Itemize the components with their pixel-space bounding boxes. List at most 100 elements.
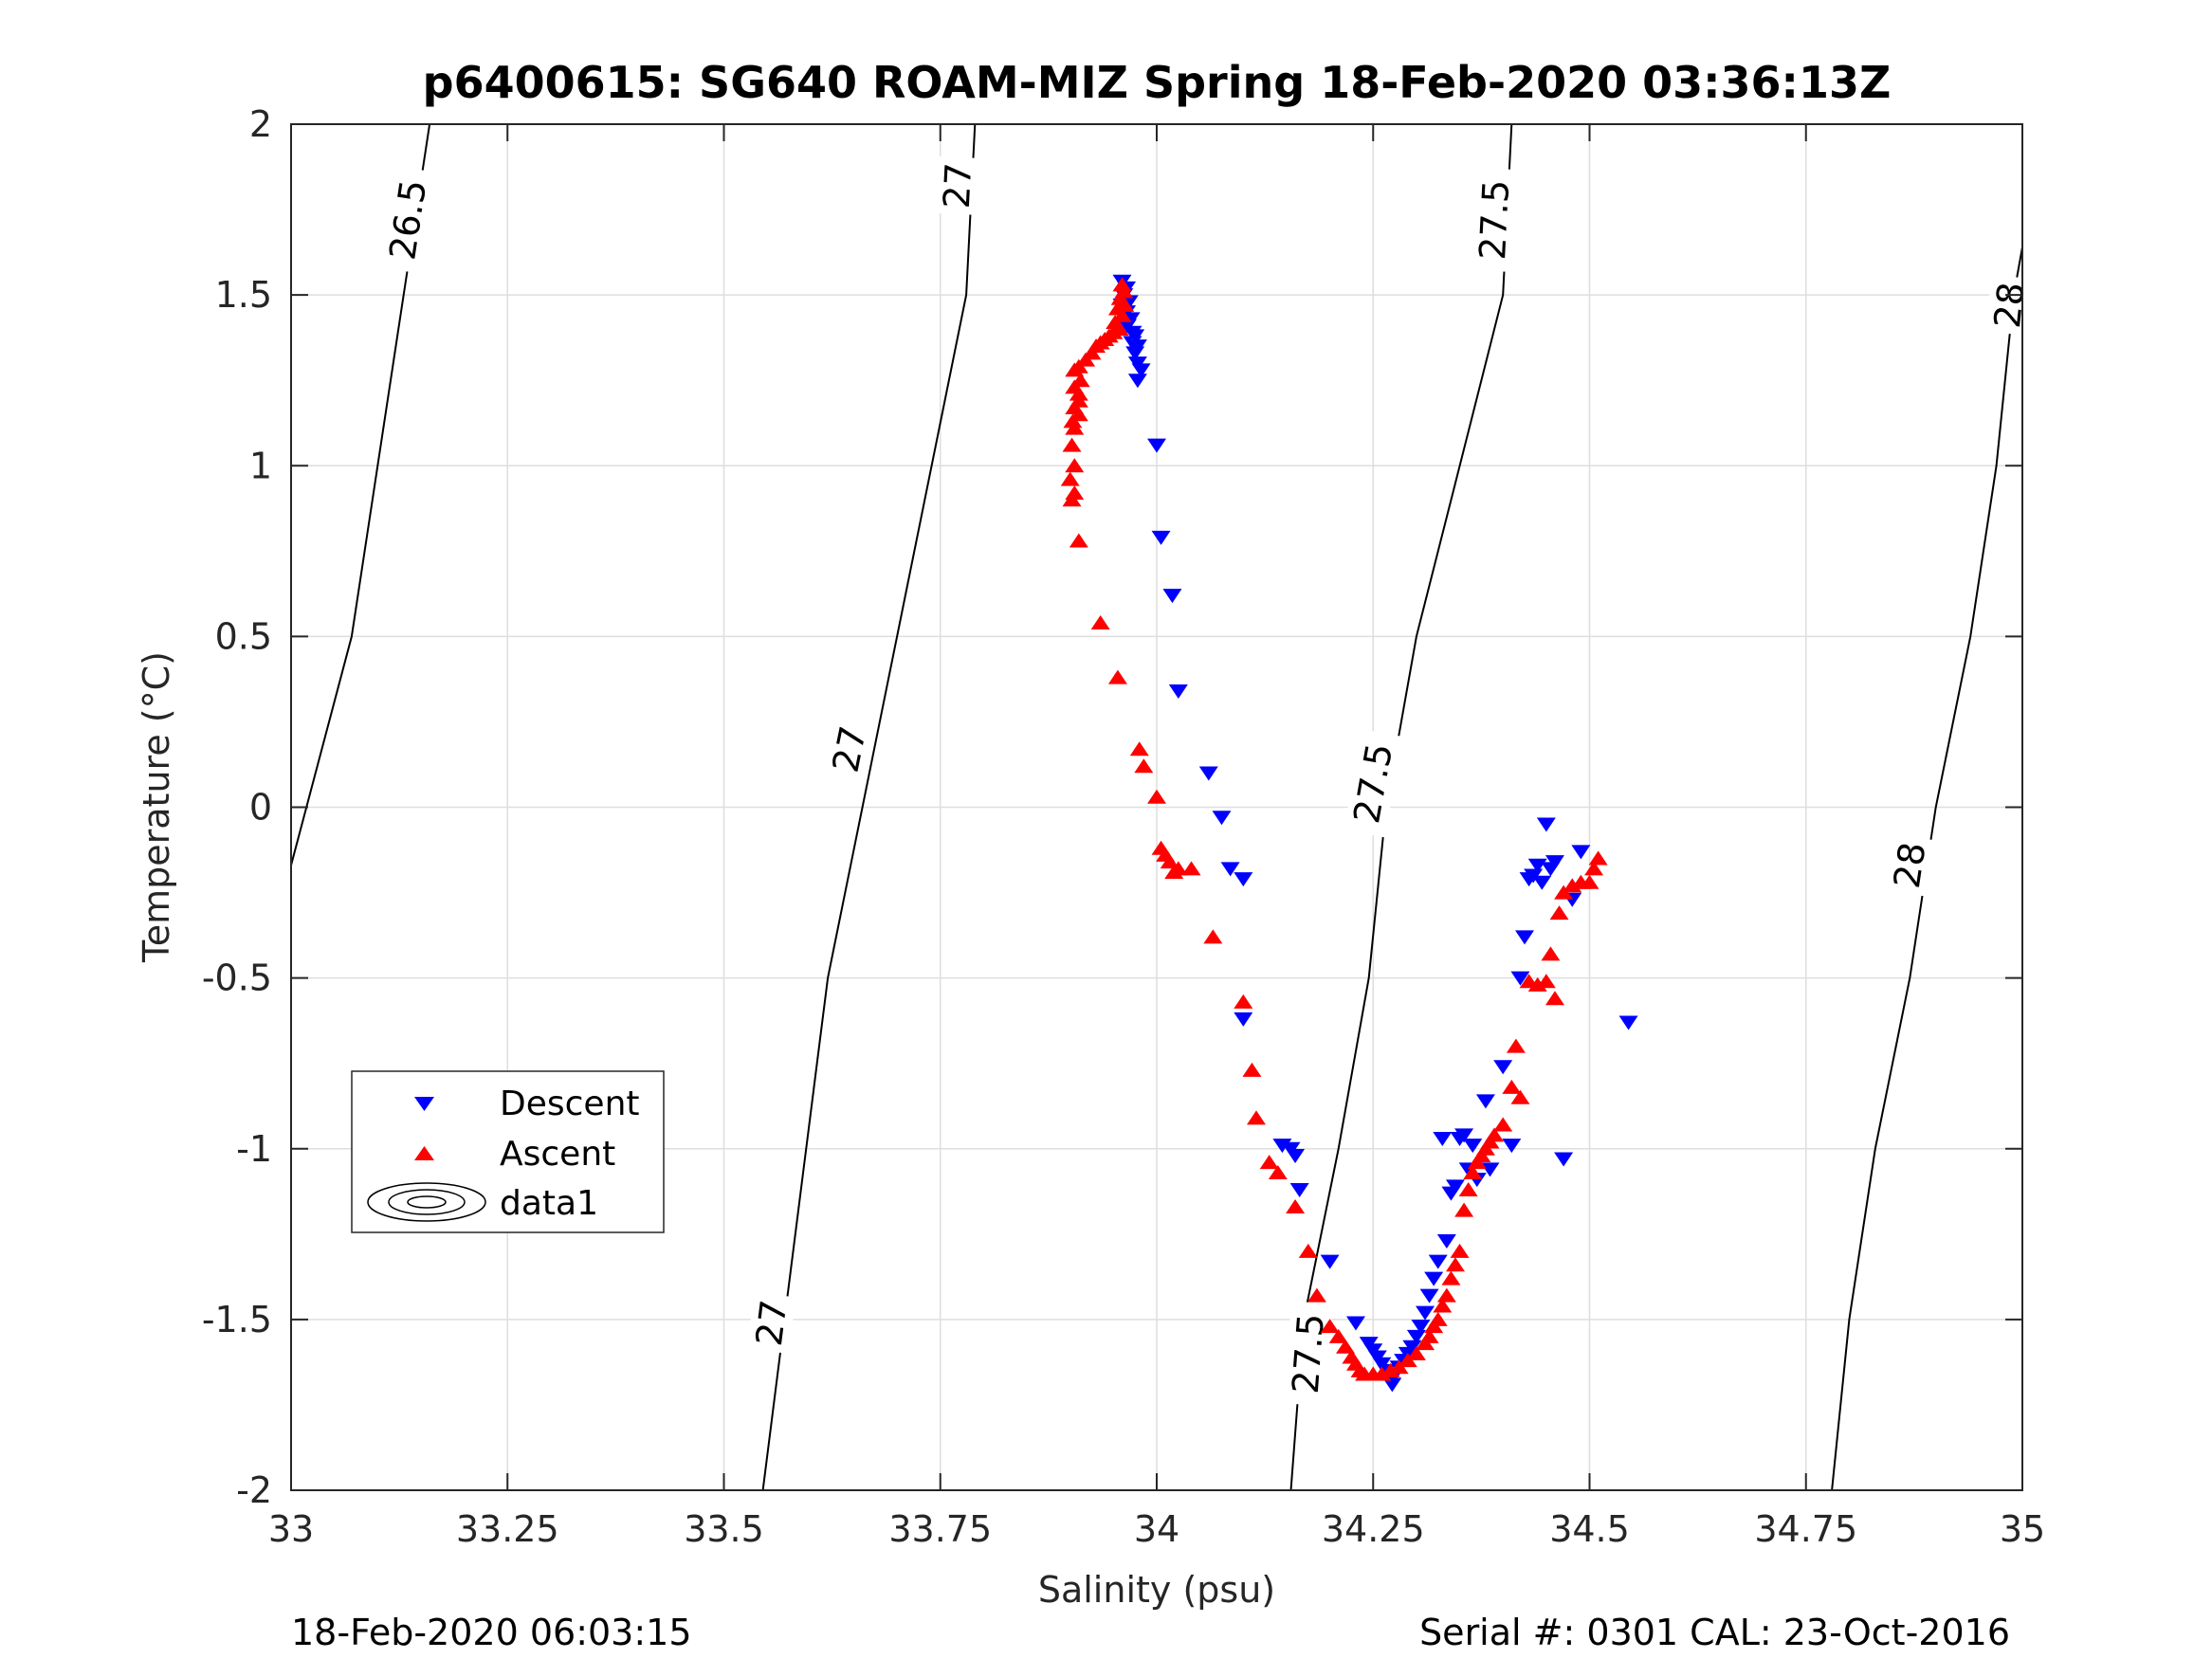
chart-title: p6400615: SG640 ROAM-MIZ Spring 18-Feb-2… <box>423 57 1892 108</box>
x-tick-label: 35 <box>2000 1508 2045 1550</box>
ascent-point <box>1584 861 1604 876</box>
ascent-point <box>1580 874 1600 889</box>
contour-label-27: 27 <box>748 1298 795 1348</box>
descent-point <box>1162 589 1182 604</box>
contour-label-bg <box>1885 833 1935 897</box>
contour-label-27.5: 27.5 <box>1472 179 1517 262</box>
contour-label-bg <box>1344 729 1403 838</box>
y-axis-label: Temperature (°C) <box>136 651 177 963</box>
ascent-point <box>1320 1319 1340 1334</box>
descent-point <box>1424 1271 1444 1286</box>
contour-label-28: 28 <box>1986 281 2033 331</box>
ascent-point <box>1107 669 1127 684</box>
descent-point <box>1436 1234 1456 1249</box>
ascent-point <box>1246 1110 1266 1125</box>
descent-point <box>1345 1316 1365 1331</box>
ascent-point <box>1065 420 1085 435</box>
ticks: 33 33.25 33.5 33.75 34 34.25 34.5 34.75 35 -2 -1.5… <box>202 103 2045 1550</box>
contour-label-bg <box>1985 274 2034 336</box>
ascent-point <box>1062 492 1082 507</box>
contour-label-group: 27 <box>747 1291 796 1355</box>
ascent-point <box>1129 741 1149 757</box>
y-tick-label: 1 <box>249 445 272 486</box>
descent-point <box>1220 862 1240 877</box>
y-tick-label: -1 <box>236 1128 272 1170</box>
ascent-point <box>1433 1298 1453 1313</box>
ascent-point <box>1541 946 1561 961</box>
ascent-point <box>1536 974 1556 989</box>
legend: Descent Ascent data1 <box>351 1070 665 1233</box>
descent-point <box>1510 971 1530 986</box>
descent-point <box>1532 875 1552 890</box>
ascent-point <box>1588 850 1608 866</box>
descent-point <box>1419 1288 1439 1304</box>
y-tick-label: -2 <box>236 1469 272 1511</box>
contour-label-27: 27 <box>936 162 979 210</box>
ascent-point <box>1063 413 1083 428</box>
descent-point <box>1416 1305 1435 1321</box>
ascent-point <box>1545 991 1564 1006</box>
ascent-point <box>1065 458 1085 473</box>
descent-point <box>1320 1254 1340 1269</box>
x-tick-label: 33.25 <box>456 1508 559 1550</box>
legend-contour-symbol <box>367 1182 486 1222</box>
descent-point <box>1127 374 1147 389</box>
legend-ascent-marker <box>414 1146 434 1160</box>
contour-label-bg <box>1283 1301 1333 1407</box>
ascent-point <box>1298 1243 1318 1258</box>
descent-point <box>1212 811 1232 826</box>
ascent-point <box>1485 1127 1505 1142</box>
ascent-point <box>1168 861 1188 876</box>
legend-box <box>351 1070 665 1233</box>
descent-point <box>1515 930 1535 945</box>
ascent-point <box>1259 1155 1279 1170</box>
legend-data1-label: data1 <box>500 1184 598 1223</box>
ascent-point <box>1065 362 1085 377</box>
descent-point <box>1198 766 1218 781</box>
ascent-point <box>1510 1089 1530 1104</box>
ascent-point <box>1134 758 1154 774</box>
ascent-point <box>1286 1198 1306 1213</box>
descent-point <box>1406 1329 1426 1344</box>
ascent-point <box>1441 1270 1461 1285</box>
ascent-point <box>1268 1164 1288 1179</box>
contour-label-28: 28 <box>1886 840 1934 891</box>
ascent-point <box>1454 1202 1474 1217</box>
descent-point <box>1618 1015 1638 1030</box>
y-tick-label: 2 <box>249 103 272 145</box>
footer-timestamp: 18-Feb-2020 06:03:15 <box>291 1612 692 1653</box>
descent-point <box>1168 684 1188 700</box>
ascent-point <box>1147 789 1166 804</box>
ascent-point <box>1203 929 1223 944</box>
contour-label-group: 28 <box>1885 833 1935 897</box>
descent-point <box>1463 1139 1483 1154</box>
contour-label-bg <box>1471 167 1518 272</box>
ascent-point <box>1445 1257 1465 1272</box>
x-tick-label: 34.75 <box>1754 1508 1857 1550</box>
ascent-point <box>1506 1038 1526 1053</box>
descent-point <box>1571 845 1591 860</box>
contour-label-bg <box>823 717 876 782</box>
ascent-point <box>1406 1345 1426 1360</box>
ascent-point <box>1428 1311 1448 1326</box>
ascent-point <box>1069 533 1088 548</box>
ascent-point <box>1234 994 1253 1009</box>
descent-point <box>1382 1377 1402 1393</box>
y-tick-label: 1.5 <box>215 274 272 316</box>
contour-label-27: 27 <box>825 722 875 775</box>
descent-point <box>1125 346 1145 361</box>
ascent-point <box>1328 1328 1348 1343</box>
x-tick-label: 34.25 <box>1322 1508 1425 1550</box>
ascent-point <box>1090 614 1110 629</box>
contour-label-group: 27 <box>823 717 876 782</box>
data-points <box>1060 274 1638 1393</box>
ascent-point <box>1112 277 1132 292</box>
legend-descent-marker <box>414 1097 434 1111</box>
ascent-point <box>1060 471 1080 486</box>
ascent-point <box>1502 1079 1522 1094</box>
x-tick-label: 33.5 <box>684 1508 764 1550</box>
descent-point <box>1147 438 1166 453</box>
descent-point <box>1428 1254 1448 1269</box>
ascent-point <box>1419 1328 1439 1343</box>
contour-label-group: 27 <box>935 155 980 215</box>
